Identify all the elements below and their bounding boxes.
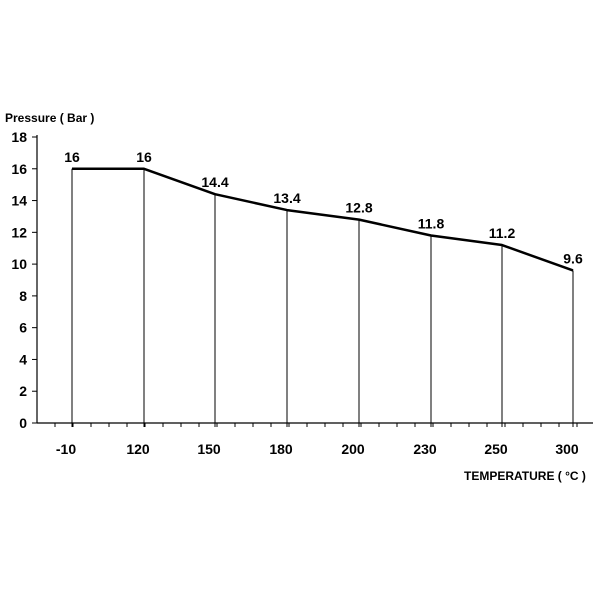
plot-area: 0 2 4 6 8 10 12 14 16 18 -10 120 150 180 200 230 250 300 1… <box>11 129 593 457</box>
y-tick-label: 10 <box>11 256 27 272</box>
x-tick-label: -10 <box>56 441 76 457</box>
x-tick-label: 180 <box>269 441 293 457</box>
x-tick-label: 300 <box>555 441 579 457</box>
data-label: 12.8 <box>345 200 372 216</box>
y-axis-title: Pressure ( Bar ) <box>5 111 94 125</box>
data-label: 16 <box>136 149 152 165</box>
data-label: 11.2 <box>489 225 516 241</box>
y-tick-label: 8 <box>19 288 27 304</box>
y-tick-label: 6 <box>19 320 27 336</box>
y-tick-label: 16 <box>11 161 27 177</box>
data-label: 9.6 <box>563 250 583 266</box>
x-tick-label: 150 <box>197 441 221 457</box>
data-label: 13.4 <box>273 190 300 206</box>
data-label: 16 <box>64 149 80 165</box>
x-axis-title: TEMPERATURE ( °C ) <box>464 469 586 483</box>
x-tick-label: 230 <box>413 441 437 457</box>
y-tick-label: 18 <box>11 129 27 145</box>
x-tick-label: 250 <box>484 441 508 457</box>
x-tick-label: 200 <box>341 441 365 457</box>
y-tick-label: 12 <box>11 224 27 240</box>
y-tick-label: 14 <box>11 193 27 209</box>
y-tick-label: 0 <box>19 415 27 431</box>
y-tick-label: 4 <box>19 351 27 367</box>
series-line <box>72 167 574 272</box>
y-tick-label: 2 <box>19 383 27 399</box>
x-tick-label: 120 <box>126 441 150 457</box>
data-label: 11.8 <box>418 216 445 232</box>
data-label: 14.4 <box>201 174 228 190</box>
